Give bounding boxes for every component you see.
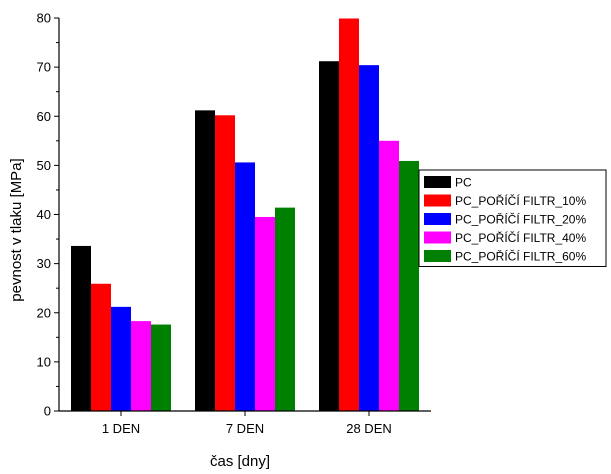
bar-4-1 [131,321,151,411]
bar-1-3 [319,61,339,411]
y-tick-label: 40 [37,207,51,222]
bar-5-3 [399,160,419,411]
x-ticks-group: 1 DEN 7 DEN 28 DEN [102,411,392,436]
y-tick-label: 0 [44,404,51,419]
y-tick-label: 30 [37,256,51,271]
bar-2-1 [91,283,111,411]
legend-swatch [424,213,451,225]
legend-label: PC_POŘÍČÍ FILTR_10% [455,193,586,208]
bar-3-2 [235,162,255,411]
legend-label: PC_POŘÍČÍ FILTR_40% [455,230,586,245]
legend-swatch [424,176,451,188]
legend-label: PC_POŘÍČÍ FILTR_60% [455,249,586,264]
x-tick-label: 28 DEN [346,421,392,436]
bar-2-3 [339,18,359,412]
legend-swatch [424,231,451,244]
y-tick-label: 10 [37,354,51,369]
bar-3-1 [111,306,131,411]
x-tick-label: 1 DEN [102,421,140,436]
legend-label: PC [455,176,472,190]
y-tick-label: 60 [37,109,51,124]
bar-2-2 [215,115,235,411]
y-tick-label: 80 [37,11,51,26]
legend-label: PC_POŘÍČÍ FILTR_20% [455,212,586,227]
y-tick-label: 50 [37,158,51,173]
x-tick-label: 7 DEN [226,421,264,436]
y-tick-label: 20 [37,305,51,320]
x-axis-title: čas [dny] [210,453,270,470]
bar-4-2 [255,216,275,411]
y-tick-label: 70 [37,60,51,75]
bar-4-3 [379,140,399,411]
bars-group [71,18,419,412]
legend-swatch [424,250,451,262]
bar-3-3 [359,65,379,411]
bar-5-1 [151,324,171,411]
legend-swatch [424,194,451,207]
bar-1-2 [195,110,215,411]
y-ticks-group: 0 10 20 30 40 50 60 70 80 [37,11,59,419]
bar-5-2 [275,207,295,411]
legend: PC PC_POŘÍČÍ FILTR_10% PC_POŘÍČÍ FILTR_20%… [418,169,607,267]
y-axis-title: pevnost v tlaku [MPa] [8,158,25,301]
bar-1-1 [71,245,91,411]
